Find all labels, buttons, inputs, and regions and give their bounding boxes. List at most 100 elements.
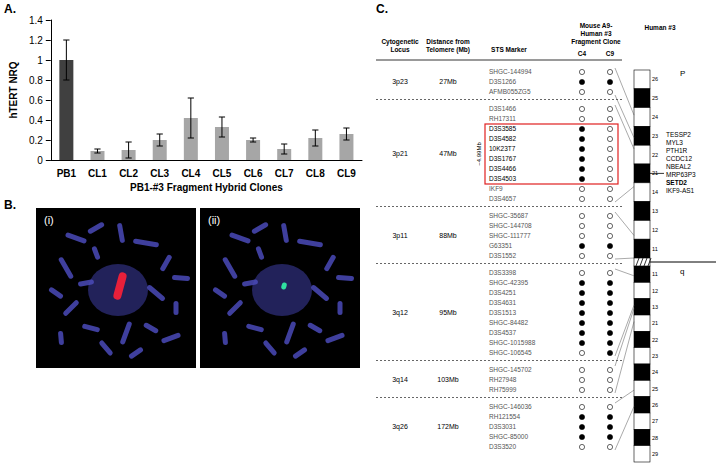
svg-text:D3S1767: D3S1767 xyxy=(489,155,516,162)
svg-text:D3S1266: D3S1266 xyxy=(489,78,516,85)
svg-text:10K23T7: 10K23T7 xyxy=(489,145,516,152)
svg-text:D3S4503: D3S4503 xyxy=(489,175,516,182)
svg-text:23: 23 xyxy=(652,353,658,359)
svg-text:13: 13 xyxy=(652,208,658,214)
svg-text:CL7: CL7 xyxy=(275,168,294,179)
svg-text:RH27948: RH27948 xyxy=(489,376,517,383)
svg-text:3q12: 3q12 xyxy=(392,309,408,317)
svg-text:0.8: 0.8 xyxy=(29,75,43,86)
svg-text:CL3: CL3 xyxy=(150,168,169,179)
svg-text:G63351: G63351 xyxy=(489,242,513,249)
svg-text:~4.99Mb: ~4.99Mb xyxy=(476,142,482,166)
svg-text:CL8: CL8 xyxy=(306,168,325,179)
svg-text:SETD2: SETD2 xyxy=(666,179,687,186)
svg-text:TESSP2: TESSP2 xyxy=(666,131,691,138)
svg-text:PTH1R: PTH1R xyxy=(666,147,688,154)
svg-text:CL9: CL9 xyxy=(337,168,356,179)
svg-text:D3S3585: D3S3585 xyxy=(489,125,516,132)
svg-text:13: 13 xyxy=(652,304,658,310)
svg-text:3p23: 3p23 xyxy=(392,78,408,86)
svg-text:95Mb: 95Mb xyxy=(439,309,457,316)
svg-text:Cytogenetic: Cytogenetic xyxy=(381,38,419,46)
svg-text:(ii): (ii) xyxy=(208,214,220,226)
svg-text:0: 0 xyxy=(37,155,43,166)
svg-text:hTERT NRQ: hTERT NRQ xyxy=(8,61,19,118)
svg-text:SHGC-111777: SHGC-111777 xyxy=(489,232,531,239)
svg-text:88Mb: 88Mb xyxy=(439,232,457,239)
svg-text:SHGC-144994: SHGC-144994 xyxy=(489,68,532,75)
svg-text:24: 24 xyxy=(652,369,658,375)
svg-text:11: 11 xyxy=(652,246,658,252)
svg-text:28: 28 xyxy=(652,435,658,441)
svg-text:(i): (i) xyxy=(44,214,54,226)
svg-text:1.2: 1.2 xyxy=(29,35,43,46)
svg-text:SHGC-146036: SHGC-146036 xyxy=(489,403,532,410)
svg-text:IKF9-AS1: IKF9-AS1 xyxy=(666,187,695,194)
svg-text:Human #3: Human #3 xyxy=(580,30,611,37)
svg-text:27Mb: 27Mb xyxy=(439,78,457,85)
svg-text:3p11: 3p11 xyxy=(392,232,407,240)
svg-text:22: 22 xyxy=(652,337,658,343)
svg-text:STS Marker: STS Marker xyxy=(491,46,527,53)
svg-text:SHGC-42395: SHGC-42395 xyxy=(489,279,528,286)
svg-text:C4: C4 xyxy=(578,50,587,57)
svg-text:D3S3031: D3S3031 xyxy=(489,423,516,430)
svg-text:RH121554: RH121554 xyxy=(489,413,520,420)
svg-text:D3S4657: D3S4657 xyxy=(489,195,516,202)
svg-text:SHGC-84482: SHGC-84482 xyxy=(489,319,528,326)
svg-text:0.6: 0.6 xyxy=(29,95,43,106)
svg-text:172Mb: 172Mb xyxy=(437,423,459,430)
svg-text:Mouse A9-: Mouse A9- xyxy=(580,22,613,29)
svg-text:SHGC-145702: SHGC-145702 xyxy=(489,366,532,373)
svg-text:Locus: Locus xyxy=(390,46,410,53)
svg-text:Human #3: Human #3 xyxy=(644,24,675,31)
svg-text:3q26: 3q26 xyxy=(392,423,408,431)
svg-text:AFMB055ZG5: AFMB055ZG5 xyxy=(489,88,531,95)
svg-text:0.4: 0.4 xyxy=(29,115,43,126)
svg-text:CL2: CL2 xyxy=(119,168,138,179)
svg-text:D3S3398: D3S3398 xyxy=(489,269,516,276)
svg-text:47Mb: 47Mb xyxy=(439,150,457,157)
svg-text:1: 1 xyxy=(37,55,43,66)
svg-text:14: 14 xyxy=(652,189,658,195)
svg-text:11: 11 xyxy=(652,271,658,277)
svg-text:103Mb: 103Mb xyxy=(437,376,459,383)
svg-text:26: 26 xyxy=(652,402,658,408)
svg-text:IKF9: IKF9 xyxy=(489,185,503,192)
svg-text:NBEAL2: NBEAL2 xyxy=(666,163,691,170)
svg-text:SHGC-106545: SHGC-106545 xyxy=(489,349,532,356)
svg-text:D3S3520: D3S3520 xyxy=(489,443,516,450)
svg-text:D3S4251: D3S4251 xyxy=(489,289,516,296)
svg-text:SHGC-1015988: SHGC-1015988 xyxy=(489,339,536,346)
svg-text:Fragment Clone: Fragment Clone xyxy=(571,38,621,46)
svg-text:3q14: 3q14 xyxy=(392,376,408,384)
svg-text:Telomere (Mb): Telomere (Mb) xyxy=(426,46,470,54)
svg-text:D3S4466: D3S4466 xyxy=(489,165,516,172)
svg-text:SHGC-144708: SHGC-144708 xyxy=(489,222,532,229)
svg-text:MYL3: MYL3 xyxy=(666,139,683,146)
svg-text:D3S4537: D3S4537 xyxy=(489,329,516,336)
svg-text:D3S1513: D3S1513 xyxy=(489,309,516,316)
svg-text:27: 27 xyxy=(652,418,658,424)
svg-text:P: P xyxy=(680,69,685,78)
svg-text:SHGC-35687: SHGC-35687 xyxy=(489,212,528,219)
svg-text:PB1-#3 Fragment Hybrid Clones: PB1-#3 Fragment Hybrid Clones xyxy=(130,182,283,193)
svg-text:26: 26 xyxy=(652,76,658,82)
svg-text:D3S4582: D3S4582 xyxy=(489,135,516,142)
svg-text:D3S4631: D3S4631 xyxy=(489,299,516,306)
svg-text:3p21: 3p21 xyxy=(392,150,408,158)
svg-text:CL6: CL6 xyxy=(244,168,263,179)
svg-text:SHGC-85000: SHGC-85000 xyxy=(489,433,528,440)
svg-text:12: 12 xyxy=(652,288,658,294)
svg-text:CL1: CL1 xyxy=(88,168,107,179)
svg-text:CCDC12: CCDC12 xyxy=(666,155,692,162)
svg-text:Distance from: Distance from xyxy=(426,38,470,45)
svg-text:12: 12 xyxy=(652,227,658,233)
svg-text:CL4: CL4 xyxy=(181,168,200,179)
svg-text:RH17311: RH17311 xyxy=(489,115,516,122)
svg-text:21: 21 xyxy=(652,320,658,326)
svg-text:25: 25 xyxy=(652,95,658,101)
svg-text:23: 23 xyxy=(652,133,658,139)
svg-text:0.2: 0.2 xyxy=(29,135,43,146)
svg-text:D3S1552: D3S1552 xyxy=(489,252,516,259)
